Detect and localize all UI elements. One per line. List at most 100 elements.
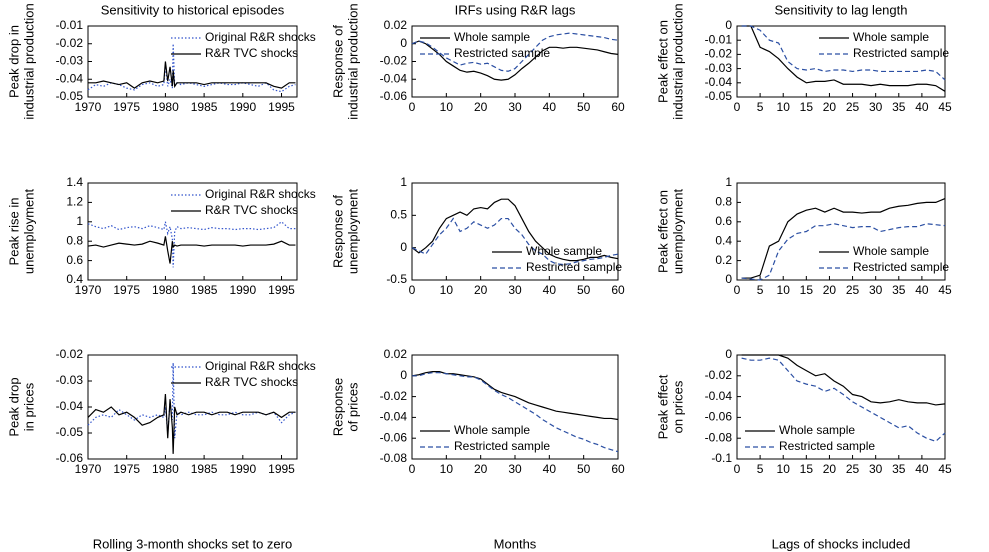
legend-label: Original R&R shocks bbox=[205, 30, 316, 44]
legend-label: Original R&R shocks bbox=[205, 359, 316, 373]
legend-label: Restricted sample bbox=[526, 260, 622, 274]
y-tick-label: -0.02 bbox=[380, 389, 408, 403]
y-tick-label: -0.06 bbox=[56, 451, 84, 465]
x-tick-label: 0 bbox=[409, 100, 416, 114]
x-tick-label: 40 bbox=[915, 462, 929, 476]
x-tick-label: 15 bbox=[800, 462, 814, 476]
x-tick-label: 5 bbox=[757, 283, 764, 297]
y-tick-label: 1.4 bbox=[66, 175, 83, 189]
x-tick-label: 10 bbox=[440, 462, 454, 476]
x-tick-label: 5 bbox=[757, 100, 764, 114]
x-tick-label: 40 bbox=[543, 462, 557, 476]
y-tick-label: 0.02 bbox=[384, 18, 408, 32]
y-tick-label: -0.04 bbox=[56, 71, 84, 85]
y-tick-label: -0.06 bbox=[705, 410, 733, 424]
x-tick-label: 50 bbox=[577, 462, 591, 476]
legend-label: Whole sample bbox=[853, 30, 929, 44]
legend-label: Restricted sample bbox=[779, 439, 875, 453]
x-tick-label: 1975 bbox=[113, 100, 140, 114]
y-tick-label: -0.04 bbox=[56, 399, 84, 413]
y-tick-label: -0.08 bbox=[705, 430, 733, 444]
x-tick-label: 1985 bbox=[191, 283, 218, 297]
x-tick-label: 25 bbox=[846, 462, 860, 476]
series-line bbox=[741, 354, 946, 406]
y-tick-label: 0.6 bbox=[715, 214, 732, 228]
x-tick-label: 60 bbox=[611, 283, 625, 297]
x-tick-label: 1980 bbox=[152, 462, 179, 476]
x-tick-label: 1985 bbox=[191, 462, 218, 476]
x-tick-label: 35 bbox=[892, 100, 906, 114]
y-tick-label: -0.05 bbox=[56, 89, 84, 103]
legend-label: Original R&R shocks bbox=[205, 187, 316, 201]
x-tick-label: 30 bbox=[508, 462, 522, 476]
x-tick-label: 30 bbox=[508, 100, 522, 114]
x-tick-label: 40 bbox=[915, 100, 929, 114]
x-tick-label: 20 bbox=[823, 283, 837, 297]
x-tick-label: 15 bbox=[800, 100, 814, 114]
x-tick-label: 60 bbox=[611, 462, 625, 476]
series-line bbox=[87, 393, 296, 454]
y-tick-label: -0.5 bbox=[386, 272, 407, 286]
y-axis-label: industrial production bbox=[670, 3, 685, 119]
x-axis-label: Months bbox=[494, 536, 537, 551]
y-tick-label: -0.06 bbox=[380, 430, 408, 444]
legend-label: Whole sample bbox=[526, 244, 602, 258]
legend-label: Whole sample bbox=[454, 423, 530, 437]
x-tick-label: 10 bbox=[777, 100, 791, 114]
x-tick-label: 30 bbox=[869, 283, 883, 297]
y-axis-label: unemployment bbox=[670, 188, 685, 274]
x-tick-label: 10 bbox=[440, 283, 454, 297]
y-tick-label: -0.04 bbox=[705, 75, 733, 89]
y-tick-label: -0.08 bbox=[380, 451, 408, 465]
x-tick-label: 0 bbox=[734, 283, 741, 297]
x-tick-label: 0 bbox=[409, 283, 416, 297]
x-tick-label: 30 bbox=[869, 462, 883, 476]
x-tick-label: 60 bbox=[611, 100, 625, 114]
x-tick-label: 45 bbox=[938, 462, 952, 476]
x-tick-label: 20 bbox=[474, 100, 488, 114]
x-tick-label: 45 bbox=[938, 100, 952, 114]
y-tick-label: 1.2 bbox=[66, 195, 83, 209]
x-tick-label: 0 bbox=[734, 100, 741, 114]
y-tick-label: -0.04 bbox=[705, 389, 733, 403]
y-axis-label: Peak drop in bbox=[6, 25, 21, 98]
x-tick-label: 0 bbox=[734, 462, 741, 476]
y-tick-label: -0.03 bbox=[56, 373, 84, 387]
x-tick-label: 1975 bbox=[113, 283, 140, 297]
y-tick-label: 0 bbox=[400, 240, 407, 254]
y-tick-label: -0.04 bbox=[380, 410, 408, 424]
y-tick-label: -0.02 bbox=[56, 36, 84, 50]
legend-label: R&R TVC shocks bbox=[205, 46, 298, 60]
x-tick-label: 45 bbox=[938, 283, 952, 297]
plot-frame bbox=[87, 182, 298, 281]
x-tick-label: 20 bbox=[823, 100, 837, 114]
legend-label: Whole sample bbox=[454, 30, 530, 44]
x-tick-label: 10 bbox=[440, 100, 454, 114]
y-tick-label: -0.02 bbox=[380, 54, 408, 68]
x-tick-label: 35 bbox=[892, 462, 906, 476]
x-tick-label: 1980 bbox=[152, 100, 179, 114]
x-tick-label: 1990 bbox=[229, 462, 256, 476]
legend-label: Restricted sample bbox=[454, 46, 550, 60]
series-line bbox=[88, 61, 296, 89]
x-tick-label: 1995 bbox=[268, 100, 295, 114]
y-axis-label: of prices bbox=[345, 382, 360, 432]
y-tick-label: 0.5 bbox=[390, 208, 407, 222]
y-tick-label: 0 bbox=[725, 347, 732, 361]
y-axis-label: Response bbox=[330, 378, 345, 437]
series-line bbox=[411, 40, 619, 81]
y-tick-label: -0.02 bbox=[705, 47, 733, 61]
x-tick-label: 5 bbox=[757, 462, 764, 476]
y-tick-label: 1 bbox=[76, 214, 83, 228]
x-axis-label: Rolling 3-month shocks set to zero bbox=[93, 536, 292, 551]
x-tick-label: 20 bbox=[474, 462, 488, 476]
y-tick-label: 0.8 bbox=[715, 195, 732, 209]
x-tick-label: 1995 bbox=[268, 283, 295, 297]
legend-label: R&R TVC shocks bbox=[205, 375, 298, 389]
y-axis-label: unemployment bbox=[345, 188, 360, 274]
x-tick-label: 10 bbox=[777, 462, 791, 476]
y-axis-label: Peak rise in bbox=[6, 198, 21, 266]
y-tick-label: 0.6 bbox=[66, 253, 83, 267]
